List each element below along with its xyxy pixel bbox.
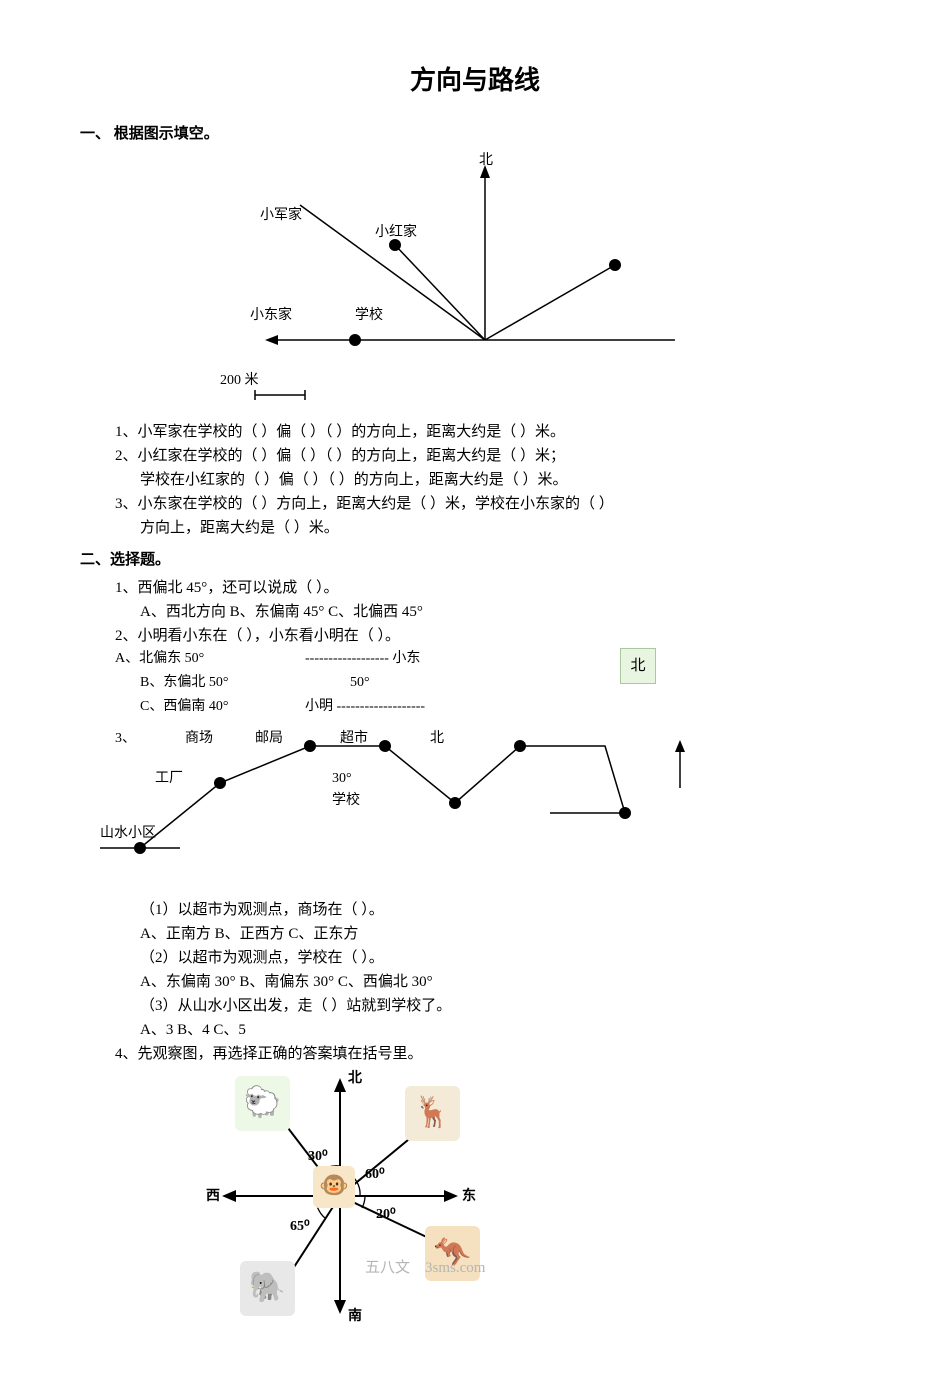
- s2-q2-xiaoming: 小明 -------------------: [305, 696, 425, 718]
- diagram-1: 北 小军家 小红家 小东家 学校 200 米: [165, 150, 785, 410]
- s2-q2-xiaodong: ------------------ 小东: [305, 648, 420, 670]
- s2-q3-2-opts: A、东偏南 30° B、南偏东 30° C、西偏北 30°: [140, 970, 870, 994]
- animal-kangaroo: 🦘: [425, 1226, 480, 1281]
- s1-q1: 1、小军家在学校的（ ）偏（ ）（ ）的方向上，距离大约是（ ）米。: [115, 420, 870, 444]
- s2-q2-optA: A、北偏东 50°: [115, 648, 204, 670]
- lbl-south4: 南: [348, 1306, 362, 1328]
- dot-a: [514, 740, 526, 752]
- diagram-q4: 北 南 东 西 30⁰ 60⁰ 20⁰ 65⁰ 🐑 🦌 🐵 🦘 🐘 五八文 3s…: [180, 1066, 500, 1326]
- dot-xiaodong: [349, 334, 361, 346]
- section2-header: 二、选择题。: [80, 548, 870, 572]
- s2-q3-1: （1）以超市为观测点，商场在（ ）。: [140, 898, 870, 922]
- s2-q3-1-opts: A、正南方 B、正西方 C、正东方: [140, 922, 870, 946]
- s1-q3b: 方向上，距离大约是（ ）米。: [140, 516, 870, 540]
- lbl-65deg: 65⁰: [290, 1216, 310, 1238]
- dot-chaoshi: [379, 740, 391, 752]
- s2-q1: 1、西偏北 45°，还可以说成（ ）。: [115, 576, 870, 600]
- dot-xiaohong: [389, 239, 401, 251]
- lbl-north4: 北: [348, 1068, 362, 1090]
- s2-q2-optC: C、西偏南 40°: [140, 696, 228, 718]
- north-badge: 北: [620, 648, 656, 684]
- lbl-west4: 西: [206, 1186, 220, 1208]
- s2-q2: 2、小明看小东在（ ），小东看小明在（ ）。: [115, 624, 870, 648]
- s1-q2b: 学校在小红家的（ ）偏（ ）（ ）的方向上，距离大约是（ ）米。: [140, 468, 870, 492]
- animal-sheep: 🐑: [235, 1076, 290, 1131]
- label-scale: 200 米: [220, 370, 259, 392]
- animal-monkey: 🐵: [313, 1166, 355, 1208]
- s2-q3-3: （3）从山水小区出发，走（ ）站就到学校了。: [140, 994, 870, 1018]
- dot-shanshui: [134, 842, 146, 854]
- dot-ne: [609, 259, 621, 271]
- section1-header: 一、 根据图示填空。: [80, 122, 870, 146]
- s2-q1-opts: A、西北方向 B、东偏南 45° C、北偏西 45°: [140, 600, 870, 624]
- dot-b: [619, 807, 631, 819]
- s1-q2: 2、小红家在学校的（ ）偏（ ）（ ）的方向上，距离大约是（ ）米；: [115, 444, 870, 468]
- dot-youju: [304, 740, 316, 752]
- s2-q3-2: （2）以超市为观测点，学校在（ ）。: [140, 946, 870, 970]
- s2-q2-angle: 50°: [350, 672, 370, 694]
- label-xiaojun: 小军家: [260, 205, 302, 227]
- s2-q2-optB: B、东偏北 50°: [140, 672, 228, 694]
- lbl-east4: 东: [462, 1186, 476, 1208]
- lbl-30deg: 30⁰: [308, 1146, 328, 1168]
- dot-xuexiao: [449, 797, 461, 809]
- label-school: 学校: [355, 305, 383, 327]
- north-badge-text: 北: [630, 654, 645, 678]
- lbl-60deg: 60⁰: [365, 1164, 385, 1186]
- label-xiaodong: 小东家: [250, 305, 292, 327]
- north-label: 北: [479, 150, 493, 172]
- page-title: 方向与路线: [80, 60, 870, 102]
- s1-q3: 3、小东家在学校的（ ）方向上，距离大约是（ ）米，学校在小东家的（ ）: [115, 492, 870, 516]
- animal-deer: 🦌: [405, 1086, 460, 1141]
- lbl-20deg: 20⁰: [376, 1204, 396, 1226]
- dot-gongchang: [214, 777, 226, 789]
- s2-q3-3-opts: A、3 B、4 C、5: [140, 1018, 870, 1042]
- animal-elephant: 🐘: [240, 1261, 295, 1316]
- s2-q4: 4、先观察图，再选择正确的答案填在括号里。: [115, 1042, 870, 1066]
